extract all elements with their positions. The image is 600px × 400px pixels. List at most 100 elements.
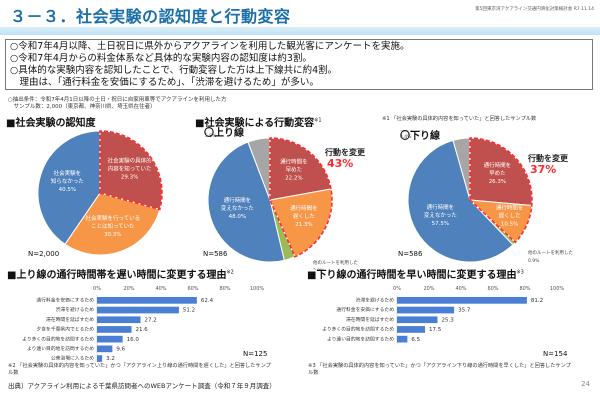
down-change-value: 37% [530,163,557,176]
pie-label: 社会実験を [54,169,82,177]
bar [97,355,103,362]
pie-label: 他のルートを利用した [313,259,358,266]
bar-value-label: 25.3 [441,317,454,323]
behavior-heading-note: ※1 [314,117,322,124]
category-label: より遠い目的地を訪問するため [27,345,94,352]
pie-slice [37,130,101,245]
pie-label: 他のルートを利用した [528,249,573,256]
down-n: N=586 [398,250,423,258]
pie-label: 覚えていない [205,130,232,131]
pie-label: 40.5% [59,187,76,193]
x-tick-label: 40% [155,286,166,292]
bar-value-label: 16.0 [127,337,140,343]
bar-value-label: 9.6 [116,347,125,353]
behavior-heading-text: ■社会実験による行動変容 [195,118,315,129]
bar-value-label: 6.5 [411,337,420,343]
bar [97,297,197,304]
x-tick-label: 0% [93,286,101,292]
summary-line: 理由は、「通行料金を安価にするため」、「渋滞を避けるため」が多い。 [10,77,319,88]
up-n: N=586 [203,250,228,258]
summary-line: ○令和7年4月以降、土日祝日に県外からアクアラインを利用した観光客にアンケートを… [10,41,410,52]
pie-label: 知らなかった [51,177,84,185]
page-title: ３－３．社会実験の認知度と行動変容 [10,7,291,26]
bar-value-label: 35.7 [458,308,471,314]
condition-line: ○抽出条件：令和7年4月1日以降の土日・祝日に自家用車等でアクアラインを利用した… [8,97,227,103]
x-tick-label: 80% [519,286,530,292]
bar-value-label: 21.6 [136,327,149,333]
source-note: 出典）アクアライン利用による千葉県訪問者へのWEBアンケート調査（令和７年９月調… [8,382,276,390]
bar [397,316,438,324]
pie-label: 早めた [286,166,303,173]
highlight-outline [469,137,533,244]
pie-label: 社会実験を行っている [85,214,140,222]
pie-label: 22.2% [285,175,302,181]
down-pie: 通行時間を早めた26.3%通行時間を遅くした10.5%他のルートを利用した0.9… [400,130,573,264]
pie-label: 変えなかった [424,211,457,219]
down-bar-title-note: ※3 [516,269,524,276]
category-label: 通行料金を安価にするため [36,297,94,304]
awareness-n: N=2,000 [28,250,60,258]
behavior-note: ※1 「社会実験の具体的内容を知っていた」と回答したサンプル数 [382,116,537,122]
summary-line: ○令和7年4月からの料金体系など具体的な実験内容の認知度は約3割。 [10,53,312,64]
down-bar-chart: 0% 20% 40% 60% 80% 100% 渋滞を避けるため 81.2 通行料金を安価にする… [322,286,565,345]
pie-label: ことは知っていた [91,222,135,230]
summary-box: ○令和7年4月以降、土日祝日に県外からアクアラインを利用した観光客にアンケートを… [5,39,593,90]
up-label: 〇上り線 [204,128,244,139]
x-tick-label: 20% [423,286,434,292]
category-label: より遠い目的地を訪問するため [327,335,394,342]
bar [397,326,425,333]
bar-value-label: 62.4 [201,298,214,304]
down-label: 〇下り線 [400,131,440,142]
x-tick-label: 100% [550,286,565,292]
survey-conditions: ○抽出条件：令和7年4月1日以降の土日・祝日に自家用車等でアクアラインを利用した… [8,97,227,111]
category-label: 通行料金を安価にするため [336,306,394,313]
pie-label: 早めた [489,170,506,177]
pie-label: 10.5% [501,222,518,228]
x-tick-label: 0% [393,286,401,292]
category-label: 渋滞を避けるため [356,297,395,304]
pie-label: 5.8% [205,133,217,139]
bar-value-label: 81.2 [531,298,543,304]
bar [97,326,132,333]
summary-line: ○具体的な実験内容を認知したことで、行動変容した方は上下線共に約4割。 [10,65,338,76]
pie-label: 遅くした [293,213,315,220]
x-tick-label: 40% [455,286,466,292]
category-label: より多くの目的地を訪問するため [322,326,394,333]
category-label: 滞在時間を延ばすため [346,316,394,323]
pie-label: 通行時間を [224,196,252,204]
pie-label: 通行時間を [427,203,455,211]
pie-label: 通行時間を [280,157,308,165]
pie-label: 覚えていない [400,130,427,132]
page-number: 24 [581,380,590,388]
pie-label: 通行時間を [496,204,524,212]
pie-label: 21.3% [295,222,312,228]
bar [397,335,408,343]
pie-slice [407,139,514,263]
category-label: 公衆浴場に入るため [51,355,94,362]
behavior-heading: ■社会実験による行動変容※1 [195,114,322,129]
x-tick-label: 80% [219,286,230,292]
pie-label: 遅くした [499,213,521,220]
category-label: より多くの目的地を訪問するため [22,335,94,342]
title-band [0,27,600,35]
bar-value-label: 3.2 [106,356,115,362]
pie-label: 2.9% [313,268,325,270]
up-bar-chart: 0% 20% 40% 60% 80% 100% 通行料金を安価にするため 62.4 渋滞を避ける… [22,286,264,362]
up-bar-n: N=125 [243,350,268,358]
category-label: 滞在時間を延ばすため [46,316,94,323]
pie-label: 26.3% [489,179,506,185]
pie-label: 0.9% [528,258,540,264]
up-bar-title-note: ※2 [226,269,234,276]
bar [97,306,179,314]
x-tick-label: 20% [123,286,134,292]
up-bar-note: ※2 「社会実験の具体的内容を知っていた」かつ「アクアライン上り線の通行時間を遅… [8,363,271,376]
bar-value-label: 51.2 [183,308,195,314]
down-bar-n: N=154 [543,350,568,358]
down-bar-title: ■下り線の通行時間を早い時間に変更する理由※3 [307,266,524,281]
up-pie: 通行時間を早めた22.2%通行時間を遅くした21.3%他のルートを利用した2.9… [205,130,358,270]
bar [97,345,113,353]
x-tick-label: 60% [187,286,198,292]
pie-slice [64,192,161,256]
bar [397,297,527,304]
down-bar-note: ※3 「社会実験の具体的内容を知っていた」かつ「アクアライン下り線の通行時間を早… [308,363,571,376]
